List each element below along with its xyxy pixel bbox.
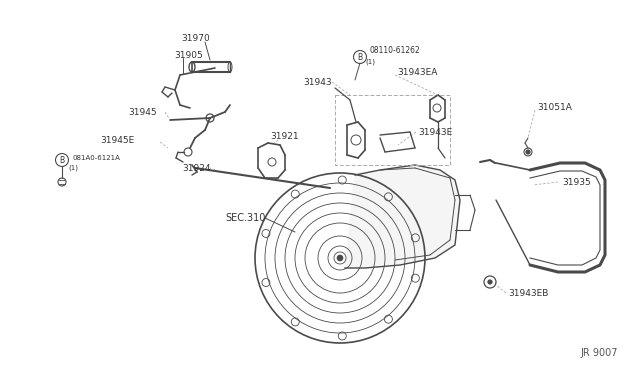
- Text: (1): (1): [365, 59, 375, 65]
- Text: 31943: 31943: [303, 77, 332, 87]
- Text: B: B: [60, 155, 65, 164]
- Text: 31935: 31935: [562, 177, 591, 186]
- Text: 31921: 31921: [270, 131, 299, 141]
- Text: 31945: 31945: [128, 108, 157, 116]
- Circle shape: [337, 255, 343, 261]
- Text: 31924: 31924: [182, 164, 211, 173]
- Text: 31943E: 31943E: [418, 128, 452, 137]
- Text: 081A0-6121A: 081A0-6121A: [72, 155, 120, 161]
- Text: 31970: 31970: [182, 33, 211, 42]
- Text: 31945E: 31945E: [100, 135, 134, 144]
- Text: (1): (1): [68, 165, 78, 171]
- Text: 31943EA: 31943EA: [397, 67, 437, 77]
- Text: 31905: 31905: [174, 51, 203, 60]
- Text: SEC.310: SEC.310: [225, 213, 266, 223]
- Text: 31943EB: 31943EB: [508, 289, 548, 298]
- Circle shape: [526, 150, 530, 154]
- Text: JR 9007: JR 9007: [580, 348, 618, 358]
- Text: 31051A: 31051A: [537, 103, 572, 112]
- Text: B: B: [357, 52, 363, 61]
- Polygon shape: [345, 165, 460, 268]
- Circle shape: [488, 280, 492, 284]
- Text: 08110-61262: 08110-61262: [370, 45, 420, 55]
